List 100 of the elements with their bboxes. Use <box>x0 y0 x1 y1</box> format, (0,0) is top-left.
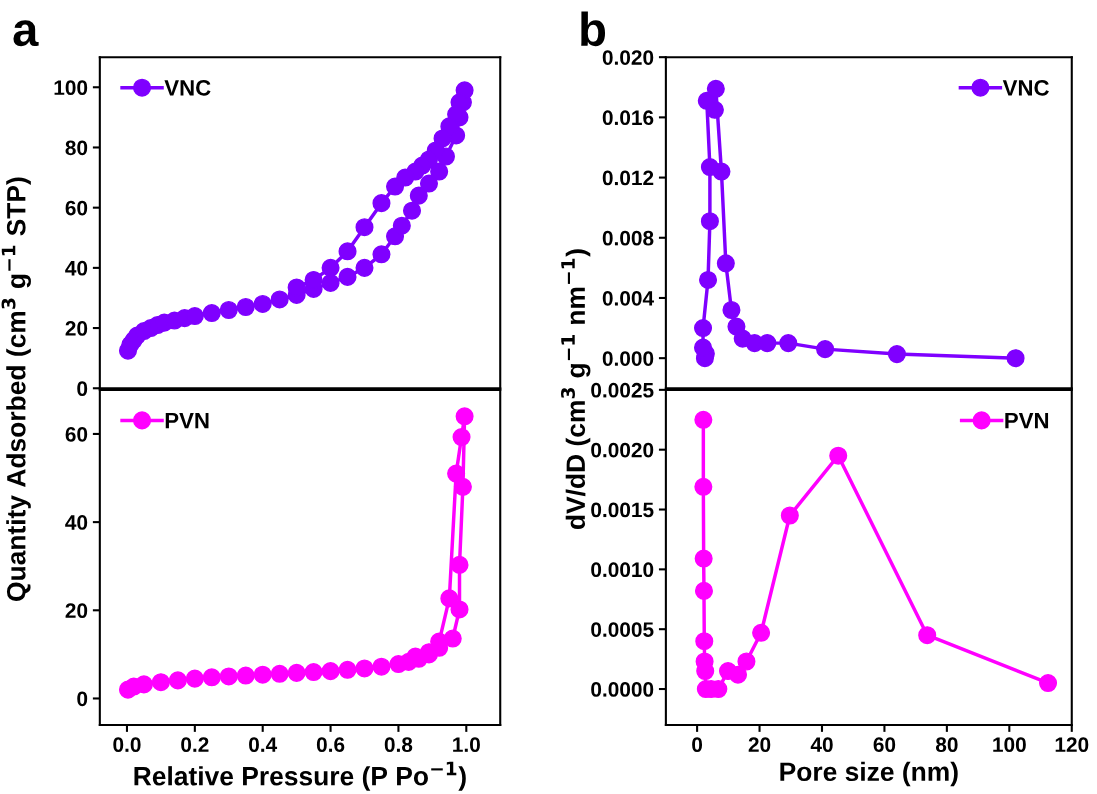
point <box>694 338 713 357</box>
point <box>450 555 469 574</box>
point <box>386 177 405 196</box>
point <box>694 549 713 568</box>
point <box>270 290 289 309</box>
point <box>694 410 713 429</box>
point <box>168 671 187 690</box>
y-tick-label: 0.0015 <box>591 502 654 518</box>
y-tick-label: 0.0005 <box>591 622 654 637</box>
y-tick-label: 40 <box>65 260 88 276</box>
legend-label: VNC <box>1002 79 1049 96</box>
point <box>219 300 238 320</box>
point <box>392 216 411 235</box>
point <box>321 662 340 681</box>
point <box>829 446 848 465</box>
y-tick-label: 0.012 <box>602 170 654 186</box>
y-axis-title: Quantity Adsorbed (cm$^{3}$ g$^{−1}$ STP) <box>1 177 31 601</box>
point <box>338 660 357 679</box>
point <box>270 664 289 683</box>
point <box>695 632 714 651</box>
point <box>202 303 221 323</box>
y-tick-label: 0 <box>77 381 88 397</box>
point <box>694 477 713 496</box>
point <box>372 194 391 213</box>
point <box>419 174 439 193</box>
point <box>887 345 906 364</box>
y-tick-label: 0 <box>77 691 88 707</box>
legend-label: PVN <box>165 412 209 429</box>
x-tick-label: 0.4 <box>249 737 278 753</box>
x-tick-label: 0.8 <box>384 737 413 753</box>
x-tick-label: 40 <box>810 737 833 753</box>
point <box>694 581 713 600</box>
point <box>338 267 357 286</box>
point <box>455 407 474 426</box>
point <box>699 270 718 289</box>
y-tick-label: 0.0025 <box>591 382 654 398</box>
point <box>453 477 472 496</box>
point <box>355 258 374 277</box>
point <box>452 427 471 447</box>
point <box>780 506 799 525</box>
point <box>700 212 719 231</box>
point <box>372 245 391 264</box>
point <box>402 201 422 220</box>
legend-label: VNC <box>164 79 211 96</box>
point <box>219 667 238 686</box>
y-tick-label: 0.0010 <box>591 562 654 578</box>
point <box>440 589 459 608</box>
point <box>202 668 221 687</box>
y-tick-label: 0.0020 <box>591 442 654 458</box>
x-tick-label: 60 <box>873 737 896 753</box>
point <box>321 273 340 292</box>
y-tick-label: 0.0000 <box>591 682 654 697</box>
x-axis-title: Pore size (nm) <box>780 761 958 787</box>
chart-title: b <box>581 11 606 47</box>
x-tick-label: 0.0 <box>113 737 141 753</box>
point <box>236 666 255 685</box>
point <box>918 626 937 645</box>
y-tick-label: 0.004 <box>602 290 654 306</box>
point <box>321 258 340 277</box>
x-tick-label: 0.2 <box>181 737 209 753</box>
point <box>447 464 466 483</box>
x-tick-label: 0 <box>692 737 703 753</box>
point <box>355 659 374 678</box>
point <box>253 665 272 684</box>
point <box>779 334 798 353</box>
point <box>236 297 255 317</box>
y-tick-label: 0.016 <box>602 110 654 126</box>
point <box>694 319 713 338</box>
x-tick-label: 100 <box>993 737 1026 753</box>
point <box>185 306 204 326</box>
y-tick-label: 60 <box>65 426 88 442</box>
point <box>716 254 735 273</box>
point <box>712 162 731 181</box>
x-tick-label: 0.6 <box>316 737 345 753</box>
point <box>816 340 835 359</box>
chart-title: a <box>13 20 39 47</box>
y-tick-label: 100 <box>54 80 88 96</box>
y-tick-label: 0.020 <box>602 50 654 65</box>
point <box>287 663 306 682</box>
y-tick-label: 40 <box>65 515 88 530</box>
point <box>185 669 204 688</box>
y-tick-label: 0.008 <box>602 230 654 246</box>
y-tick-label: 80 <box>65 140 88 156</box>
y-tick-label: 20 <box>65 321 88 336</box>
point <box>430 162 449 181</box>
point <box>1006 349 1025 368</box>
x-tick-label: 1.0 <box>453 737 480 753</box>
y-tick-label: 60 <box>65 200 88 216</box>
y-tick-label: 20 <box>65 603 88 619</box>
point <box>409 186 428 205</box>
x-tick-label: 20 <box>748 737 771 753</box>
y-tick-label: 0.000 <box>602 351 654 366</box>
point <box>706 79 725 98</box>
x-axis-title: Relative Pressure (P Po$^{−1}$) <box>134 761 466 791</box>
point <box>253 294 272 314</box>
point <box>338 242 357 261</box>
point <box>372 657 391 676</box>
point <box>728 665 748 684</box>
x-tick-label: 80 <box>935 737 958 753</box>
point <box>304 662 323 682</box>
